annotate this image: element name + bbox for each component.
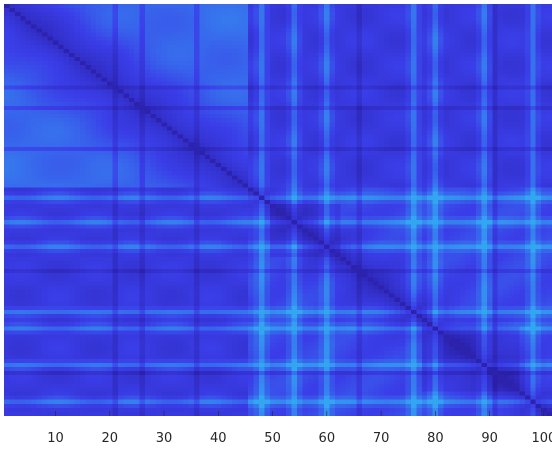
x-axis-ticks: 10 20 30 40 50 60 70 80 90 100 — [47, 411, 552, 446]
x-tick-label-40: 40 — [210, 431, 227, 446]
x-tick-label-60: 60 — [319, 431, 336, 446]
x-tick-label-20: 20 — [102, 431, 119, 446]
x-tick-label-10: 10 — [47, 431, 64, 446]
heatmap-image — [4, 4, 552, 416]
x-tick-label-30: 30 — [156, 431, 173, 446]
x-tick-label-100: 100 — [531, 431, 552, 446]
x-tick-label-90: 90 — [481, 431, 498, 446]
x-tick-label-80: 80 — [427, 431, 444, 446]
x-tick-label-70: 70 — [373, 431, 390, 446]
x-tick-label-50: 50 — [264, 431, 281, 446]
